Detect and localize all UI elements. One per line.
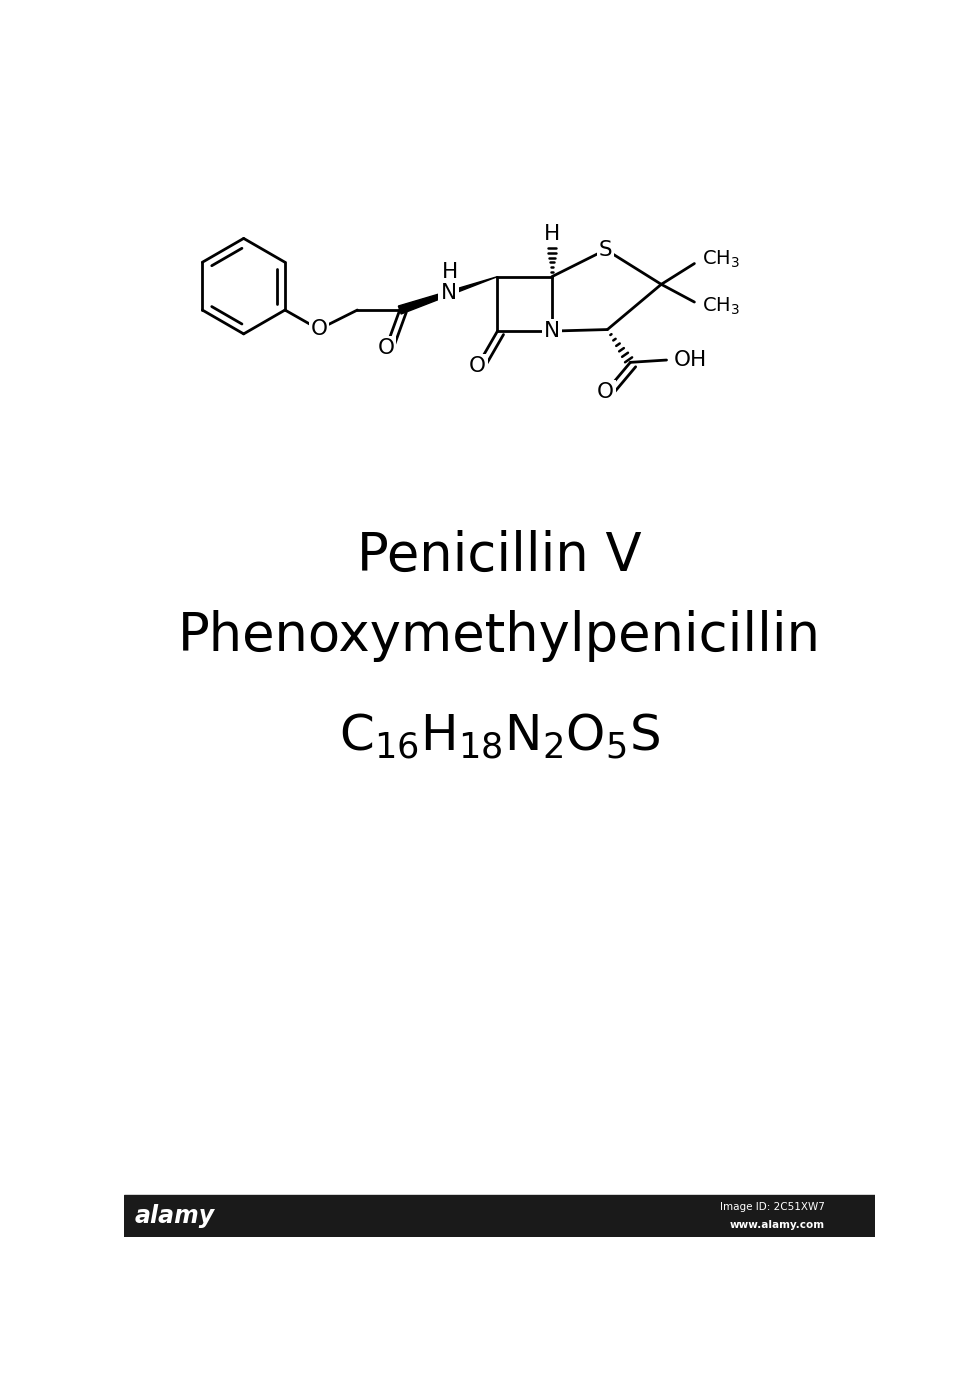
Bar bbox=[125, 1195, 876, 1237]
Text: Phenoxymethylpenicillin: Phenoxymethylpenicillin bbox=[178, 610, 821, 663]
Text: www.alamy.com: www.alamy.com bbox=[730, 1220, 825, 1230]
Text: Image ID: 2C51XW7: Image ID: 2C51XW7 bbox=[721, 1202, 825, 1212]
Text: O: O bbox=[469, 356, 486, 375]
Text: N: N bbox=[544, 321, 560, 341]
Text: N: N bbox=[441, 284, 456, 303]
Text: S: S bbox=[599, 239, 612, 260]
Text: O: O bbox=[310, 320, 328, 339]
Text: OH: OH bbox=[675, 350, 708, 370]
Text: CH$_3$: CH$_3$ bbox=[702, 249, 740, 270]
Polygon shape bbox=[399, 277, 497, 314]
Text: H: H bbox=[442, 261, 458, 282]
Text: Penicillin V: Penicillin V bbox=[358, 530, 642, 581]
Text: CH$_3$: CH$_3$ bbox=[702, 295, 740, 317]
Text: O: O bbox=[597, 382, 614, 402]
Text: H: H bbox=[544, 224, 560, 245]
Text: O: O bbox=[377, 338, 395, 357]
Text: C$_{16}$H$_{18}$N$_{2}$O$_{5}$S: C$_{16}$H$_{18}$N$_{2}$O$_{5}$S bbox=[339, 712, 660, 762]
Text: alamy: alamy bbox=[135, 1204, 214, 1227]
